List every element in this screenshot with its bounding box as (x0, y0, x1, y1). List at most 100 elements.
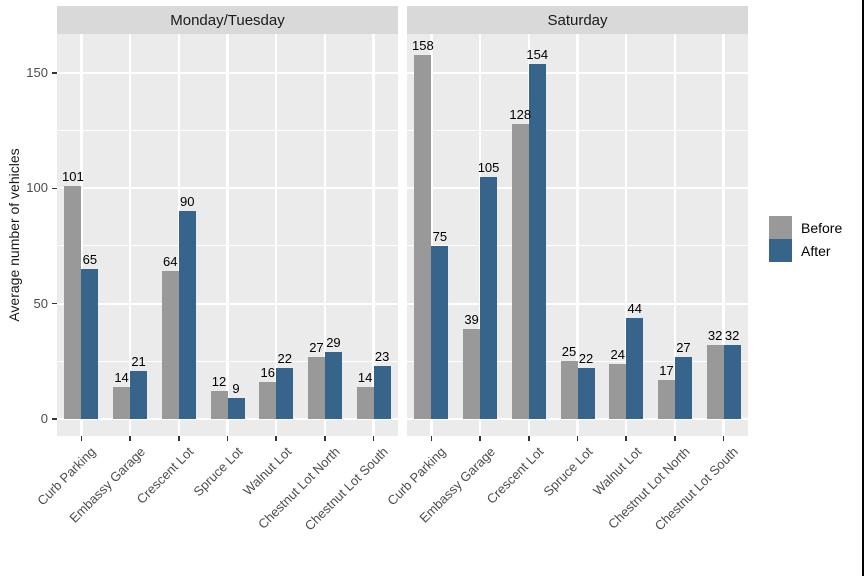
y-tick-label: 150 (26, 64, 48, 80)
bar-value-label: 32 (724, 328, 740, 344)
y-tick-mark (52, 187, 57, 190)
bar-value-label: 39 (464, 312, 479, 328)
bar-before (210, 391, 228, 419)
x-tick-mark (129, 436, 131, 441)
bar-before (560, 361, 578, 419)
bar-after (324, 352, 342, 419)
legend-swatch-before (769, 216, 792, 239)
legend-entry: After (769, 239, 842, 262)
bar-value-label: 9 (232, 381, 240, 397)
bar-value-label: 16 (260, 365, 275, 381)
bar-value-label: 22 (578, 351, 594, 367)
legend-entry: Before (769, 216, 842, 239)
bar-value-label: 128 (509, 106, 532, 122)
bar-after (178, 211, 196, 419)
legend-swatch-after (769, 239, 792, 262)
x-tick-mark (625, 436, 627, 441)
legend-label: After (801, 242, 831, 259)
bar-after (227, 398, 245, 419)
x-tick-mark (178, 436, 180, 441)
bar-value-label: 27 (309, 339, 324, 355)
facet-panel-saturday: 158 75 39 105 128 154 25 22 24 44 17 27 32 32 (407, 34, 748, 436)
x-tick-mark (80, 436, 83, 441)
bar-value-label: 17 (659, 362, 674, 378)
x-tick-label: Chestnut Lot North (604, 444, 693, 532)
bar-before (113, 386, 131, 419)
bar-before (511, 123, 529, 419)
y-tick-label: 50 (33, 295, 48, 311)
bar-after (480, 176, 498, 419)
vertical-gridline (274, 34, 278, 436)
y-tick-label: 0 (40, 411, 48, 426)
y-tick-mark (52, 72, 57, 74)
x-tick-mark (674, 436, 676, 441)
bar-before (307, 356, 325, 419)
legend: Before After (769, 216, 842, 262)
x-tick-label: Chestnut Lot South (301, 444, 392, 534)
bar-value-label: 101 (62, 169, 84, 185)
facet-strip-saturday: Saturday (407, 6, 748, 34)
bar-after (626, 317, 644, 419)
bar-after (528, 63, 546, 419)
bar-value-label: 24 (610, 346, 625, 362)
bar-value-label: 154 (526, 46, 549, 62)
y-tick-mark (52, 302, 57, 305)
x-tick-mark (576, 436, 579, 441)
x-tick-mark (372, 436, 375, 441)
bar-value-label: 14 (357, 369, 373, 385)
vertical-gridline (576, 34, 579, 436)
x-tick-mark (479, 436, 481, 441)
bar-value-label: 32 (707, 328, 723, 344)
vertical-gridline (80, 34, 83, 436)
bar-value-label: 158 (412, 37, 434, 53)
bar-value-label: 105 (477, 159, 500, 175)
bar-value-label: 12 (211, 374, 227, 390)
x-tick-mark (275, 436, 277, 441)
screen-right-edge (862, 0, 864, 576)
bar-before (259, 382, 277, 419)
vertical-gridline (430, 34, 433, 436)
bar-before (657, 379, 675, 419)
vertical-gridline (372, 34, 375, 436)
vertical-gridline (722, 34, 725, 436)
bar-after (674, 356, 692, 419)
bar-after (431, 245, 449, 419)
vertical-gridline (673, 34, 677, 436)
y-tick-label: 100 (26, 180, 48, 196)
bar-before (414, 54, 432, 419)
bar-value-label: 23 (374, 348, 390, 364)
bar-value-label: 29 (326, 335, 341, 351)
legend-label: Before (801, 219, 843, 236)
bar-before (706, 345, 724, 419)
bar-value-label: 27 (676, 339, 691, 355)
vertical-gridline (226, 34, 229, 436)
x-tick-mark (528, 436, 530, 441)
vertical-gridline (624, 34, 628, 436)
vertical-gridline (128, 34, 132, 436)
bar-before (463, 329, 481, 419)
bar-value-label: 21 (131, 353, 146, 369)
vertical-gridline (323, 34, 327, 436)
x-tick-label: Chestnut Lot North (254, 444, 343, 532)
bar-value-label: 75 (432, 228, 448, 244)
x-tick-mark (226, 436, 229, 441)
x-tick-label: Chestnut Lot South (651, 444, 742, 534)
bar-after (81, 269, 99, 419)
bar-before (64, 186, 82, 419)
bar-after (276, 368, 294, 419)
bar-before (161, 271, 179, 419)
bar-value-label: 44 (627, 300, 642, 316)
bar-value-label: 90 (180, 194, 195, 210)
bar-value-label: 25 (561, 344, 577, 360)
facet-panel-monday-tuesday: 101 65 14 21 64 90 12 9 16 22 27 29 14 23 (57, 34, 398, 436)
bar-after (373, 365, 391, 419)
x-tick-mark (722, 436, 725, 441)
bar-value-label: 65 (82, 252, 98, 268)
bar-before (356, 386, 374, 419)
bar-after (723, 345, 741, 419)
bar-value-label: 22 (277, 351, 292, 367)
bar-value-label: 64 (163, 254, 178, 270)
x-tick-mark (324, 436, 326, 441)
x-tick-label: Spruce Lot (190, 444, 246, 500)
